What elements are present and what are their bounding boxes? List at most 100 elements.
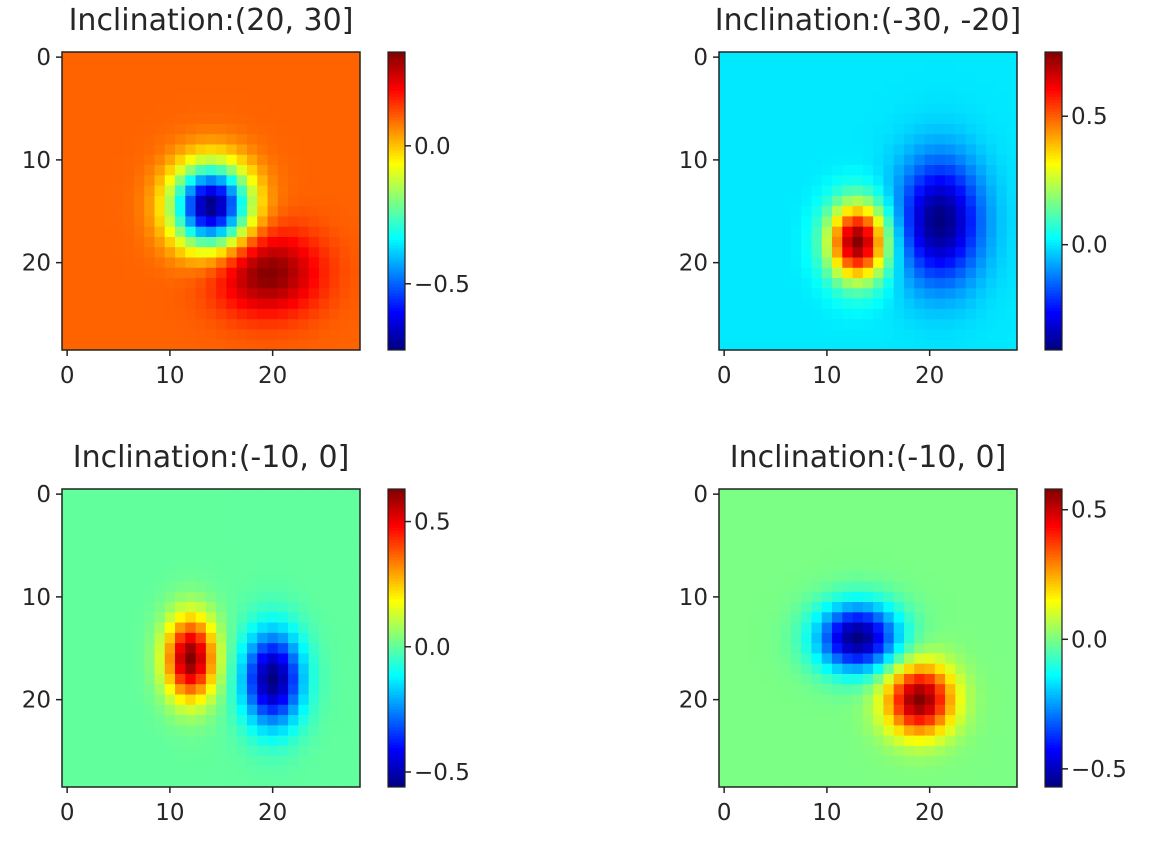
heatmap-cell: [996, 319, 1008, 330]
colorbar-segment: [388, 299, 405, 303]
heatmap-cell: [185, 519, 196, 531]
heatmap-cell: [821, 175, 833, 186]
heatmap-cell: [92, 185, 104, 197]
heatmap-cell: [975, 185, 987, 197]
heatmap-cell: [144, 144, 155, 156]
heatmap-cell: [760, 704, 771, 716]
heatmap-cell: [195, 247, 207, 258]
colorbar-segment: [1045, 153, 1062, 157]
colorbar-segment: [388, 218, 405, 223]
heatmap-cell: [205, 530, 217, 541]
heatmap-cell: [749, 175, 761, 186]
heatmap-cell: [123, 581, 135, 593]
heatmap-cell: [257, 694, 268, 706]
heatmap-cell: [82, 165, 94, 176]
heatmap-cell: [113, 93, 125, 104]
heatmap-cell: [257, 52, 268, 63]
heatmap-cell: [903, 103, 915, 115]
heatmap-cell: [955, 694, 967, 706]
heatmap-cell: [801, 571, 812, 582]
heatmap-cell: [965, 694, 977, 706]
heatmap-cell: [267, 144, 279, 156]
colorbar-segment: [1045, 724, 1062, 728]
heatmap-cell: [257, 612, 268, 623]
colorbar-segment: [1045, 649, 1062, 654]
heatmap-cell: [986, 288, 997, 300]
heatmap-cell: [92, 756, 104, 767]
colorbar-segment: [388, 242, 405, 247]
heatmap-cell: [164, 298, 176, 310]
heatmap-cell: [318, 715, 330, 726]
heatmap-cell: [996, 226, 1008, 238]
heatmap-cell: [770, 663, 782, 675]
heatmap-cell: [175, 735, 186, 747]
heatmap-cell: [277, 267, 289, 279]
heatmap-cell: [185, 560, 196, 572]
heatmap-cell: [842, 216, 853, 228]
heatmap-cell: [832, 581, 843, 593]
heatmap-cell: [164, 329, 176, 341]
heatmap-cell: [883, 52, 895, 63]
heatmap-cell: [862, 715, 874, 726]
heatmap-cell: [205, 694, 217, 706]
heatmap-cell: [82, 298, 94, 310]
heatmap-cell: [92, 581, 104, 593]
heatmap-cell: [277, 339, 289, 351]
heatmap-cell: [719, 663, 730, 675]
heatmap-cell: [339, 103, 351, 115]
heatmap-cell: [729, 216, 740, 228]
heatmap-cell: [986, 694, 997, 706]
heatmap-cell: [780, 144, 792, 156]
heatmap-cell: [113, 530, 125, 541]
heatmap-cell: [832, 643, 843, 654]
heatmap-cell: [965, 62, 977, 73]
heatmap-cell: [246, 267, 258, 279]
heatmap-cell: [133, 52, 145, 63]
heatmap-cell: [780, 82, 792, 94]
heatmap-cell: [945, 226, 956, 238]
colorbar-segment: [388, 560, 405, 564]
heatmap-cell: [154, 195, 166, 207]
heatmap-cell: [103, 123, 114, 135]
heatmap-cell: [216, 653, 227, 665]
heatmap-cell: [288, 499, 299, 510]
heatmap-cell: [955, 530, 967, 541]
heatmap-cell: [144, 339, 155, 351]
heatmap-cell: [267, 684, 279, 695]
heatmap-cell: [780, 226, 792, 238]
heatmap-cell: [318, 339, 330, 351]
colorbar-segment: [388, 111, 405, 115]
heatmap-cell: [154, 571, 166, 582]
heatmap-cell: [924, 766, 936, 778]
heatmap-cell: [236, 226, 248, 238]
heatmap-cell: [739, 226, 751, 238]
colorbar-segment: [1045, 542, 1062, 547]
colorbar-segment: [1045, 489, 1062, 493]
heatmap-cell: [924, 267, 936, 279]
heatmap-cell: [308, 581, 320, 593]
heatmap-cell: [205, 226, 217, 238]
heatmap-cell: [821, 653, 833, 665]
heatmap-cell: [329, 684, 340, 695]
colorbar-segment: [388, 75, 405, 80]
heatmap-cell: [195, 540, 207, 552]
heatmap-cell: [862, 154, 874, 166]
heatmap-cell: [62, 509, 73, 521]
heatmap-cell: [873, 216, 884, 228]
heatmap-cell: [318, 745, 330, 757]
heatmap-cell: [164, 509, 176, 521]
heatmap-cell: [1006, 185, 1018, 197]
heatmap-cell: [308, 766, 320, 778]
heatmap-cell: [975, 581, 987, 593]
heatmap-cell: [862, 93, 874, 104]
heatmap-cell: [801, 591, 812, 603]
heatmap-cell: [862, 622, 874, 634]
heatmap-cell: [729, 267, 740, 279]
heatmap-cell: [780, 247, 792, 258]
heatmap-cell: [975, 756, 987, 767]
heatmap-cell: [996, 509, 1008, 521]
heatmap-cell: [154, 766, 166, 778]
colorbar-segment: [388, 347, 405, 351]
heatmap-cell: [934, 195, 946, 207]
heatmap-cell: [934, 509, 946, 521]
